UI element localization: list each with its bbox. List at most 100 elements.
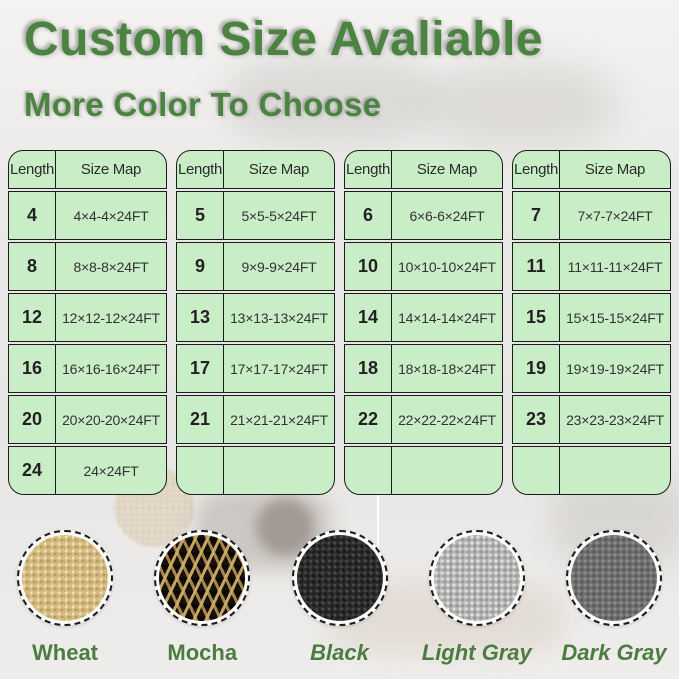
table-row: 7 7×7-7×24FT [512,191,671,240]
size-map-cell: 5×5-5×24FT [224,192,334,239]
length-cell: 7 [513,192,560,239]
swatch-dashed-ring [17,530,113,626]
size-map-value: 24×24FT [83,462,139,479]
size-map-value: 15×15-15×24FT [566,309,664,326]
length-value: 9 [194,256,205,276]
length-value: 20 [21,409,43,429]
size-map-value: 21×21-21×24FT [230,411,328,428]
size-table-3: Length Size Map 6 6×6-6×24FT 10 10×10-10×24FT… [344,150,503,495]
length-value: 24 [21,460,43,480]
color-swatch-light-gray: Light Gray [421,530,532,666]
size-map-value: 4×4-4×24FT [73,207,149,224]
length-cell: 11 [513,243,560,290]
size-table-1: Length Size Map 4 4×4-4×24FT 8 8×8-8×24FT 12 12… [8,150,167,495]
size-map-cell [560,447,670,494]
length-cell: 14 [345,294,392,341]
length-value: 6 [362,205,373,225]
size-map-cell: 20×20-20×24FT [56,396,166,443]
color-swatch-black: Black [287,530,393,666]
table-row: 17 17×17-17×24FT [176,344,335,393]
size-map-cell: 13×13-13×24FT [224,294,334,341]
size-map-cell: 4×4-4×24FT [56,192,166,239]
length-cell: 24 [9,447,56,494]
table-row: 8 8×8-8×24FT [8,242,167,291]
size-map-cell: 21×21-21×24FT [224,396,334,443]
table-row: 14 14×14-14×24FT [344,293,503,342]
swatch-dashed-ring [566,530,662,626]
length-cell: 23 [513,396,560,443]
length-cell [177,447,224,494]
size-map-value: 6×6-6×24FT [409,207,485,224]
length-value: 22 [357,409,379,429]
swatch-label: Light Gray [421,640,532,665]
table-row: 20 20×20-20×24FT [8,395,167,444]
size-map-cell: 8×8-8×24FT [56,243,166,290]
table-row: 15 15×15-15×24FT [512,293,671,342]
length-header: Length [513,151,560,188]
dark-gray-fabric-circle [571,535,657,621]
length-value: 11 [526,256,546,276]
length-cell: 20 [9,396,56,443]
length-value: 12 [21,307,43,327]
size-map-cell: 23×23-23×24FT [560,396,670,443]
length-value: 7 [530,205,541,225]
size-map-header: Size Map [584,161,646,178]
size-map-cell: 16×16-16×24FT [56,345,166,392]
size-map-cell: 6×6-6×24FT [392,192,502,239]
table-row: 13 13×13-13×24FT [176,293,335,342]
length-header: Length [9,151,56,188]
size-map-cell [224,447,334,494]
length-value: 14 [357,307,379,327]
size-map-value: 23×23-23×24FT [566,411,664,428]
table-header-row: Length Size Map [512,150,671,189]
background-photo-blur [430,63,615,145]
color-swatch-dark-gray: Dark Gray [561,530,667,666]
wheat-fabric-circle [22,535,108,621]
length-value: 23 [525,409,547,429]
size-map-cell: 17×17-17×24FT [224,345,334,392]
length-value: 5 [194,205,205,225]
length-cell: 13 [177,294,224,341]
length-cell: 9 [177,243,224,290]
swatch-dashed-ring [291,530,388,626]
length-value: 8 [26,256,37,276]
length-cell: 5 [177,192,224,239]
size-map-value: 19×19-19×24FT [566,360,664,377]
size-map-cell [392,447,502,494]
size-map-cell: 11×11-11×24FT [560,243,670,290]
length-cell: 16 [9,345,56,392]
size-map-value: 13×13-13×24FT [230,309,328,326]
swatch-label: Wheat [32,640,98,665]
size-map-cell: 19×19-19×24FT [560,345,670,392]
size-tables-section: Length Size Map 4 4×4-4×24FT 8 8×8-8×24FT 12 12… [8,150,671,495]
swatch-dashed-ring [154,530,251,626]
table-row: 6 6×6-6×24FT [344,191,503,240]
length-cell: 10 [345,243,392,290]
size-map-value: 12×12-12×24FT [62,309,160,326]
size-map-value: 16×16-16×24FT [62,360,160,377]
size-map-value: 20×20-20×24FT [62,411,160,428]
size-map-value: 11×11-11×24FT [567,258,663,275]
length-value: 10 [357,256,379,276]
black-fabric-circle [296,535,383,621]
size-map-header: Size Map [80,161,142,178]
table-row: 9 9×9-9×24FT [176,242,335,291]
size-table-2: Length Size Map 5 5×5-5×24FT 9 9×9-9×24FT 13 13… [176,150,335,495]
table-row [176,446,335,495]
color-swatch-mocha: Mocha [149,530,255,666]
light-gray-fabric-circle [433,535,520,621]
table-header-row: Length Size Map [8,150,167,189]
length-value: 4 [26,205,37,225]
size-map-cell: 15×15-15×24FT [560,294,670,341]
length-value: 19 [525,358,547,378]
size-map-cell: 9×9-9×24FT [224,243,334,290]
length-value: 21 [189,409,211,429]
size-map-value: 14×14-14×24FT [398,309,496,326]
color-swatch-wheat: Wheat [12,530,118,666]
length-header: Length [177,151,224,188]
length-cell: 22 [345,396,392,443]
table-row: 16 16×16-16×24FT [8,344,167,393]
length-cell: 8 [9,243,56,290]
table-row [344,446,503,495]
